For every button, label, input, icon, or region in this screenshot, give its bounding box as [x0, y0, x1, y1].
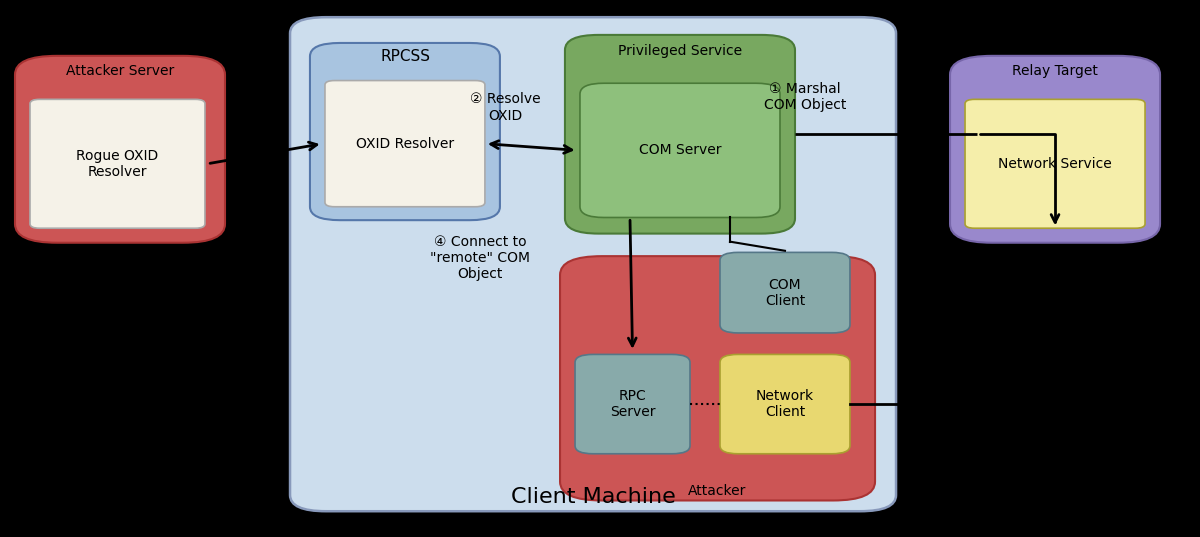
- FancyBboxPatch shape: [580, 83, 780, 217]
- FancyBboxPatch shape: [720, 252, 850, 333]
- FancyBboxPatch shape: [30, 99, 205, 228]
- Text: Attacker Server: Attacker Server: [66, 64, 174, 78]
- FancyBboxPatch shape: [310, 43, 500, 220]
- Text: RPCSS: RPCSS: [380, 49, 430, 64]
- Text: COM Server: COM Server: [638, 143, 721, 157]
- Text: Rogue OXID
Resolver: Rogue OXID Resolver: [77, 149, 158, 179]
- FancyBboxPatch shape: [950, 56, 1160, 243]
- FancyBboxPatch shape: [565, 35, 796, 234]
- Text: Network
Client: Network Client: [756, 389, 814, 419]
- FancyBboxPatch shape: [325, 81, 485, 207]
- FancyBboxPatch shape: [575, 354, 690, 454]
- Text: Network Service: Network Service: [998, 157, 1112, 171]
- Text: RPC
Server: RPC Server: [610, 389, 655, 419]
- Text: ② Resolve
OXID: ② Resolve OXID: [469, 92, 540, 122]
- FancyBboxPatch shape: [14, 56, 226, 243]
- FancyBboxPatch shape: [965, 99, 1145, 228]
- Text: Attacker: Attacker: [689, 484, 746, 498]
- FancyBboxPatch shape: [720, 354, 850, 454]
- Text: Privileged Service: Privileged Service: [618, 44, 742, 58]
- Text: ④ Connect to
"remote" COM
Object: ④ Connect to "remote" COM Object: [430, 235, 530, 281]
- Text: ① Marshal
COM Object: ① Marshal COM Object: [763, 82, 846, 112]
- FancyBboxPatch shape: [290, 17, 896, 511]
- Text: Relay Target: Relay Target: [1012, 64, 1098, 78]
- FancyBboxPatch shape: [560, 256, 875, 500]
- Text: Client Machine: Client Machine: [511, 487, 676, 507]
- Text: OXID Resolver: OXID Resolver: [356, 137, 454, 151]
- Text: COM
Client: COM Client: [764, 278, 805, 308]
